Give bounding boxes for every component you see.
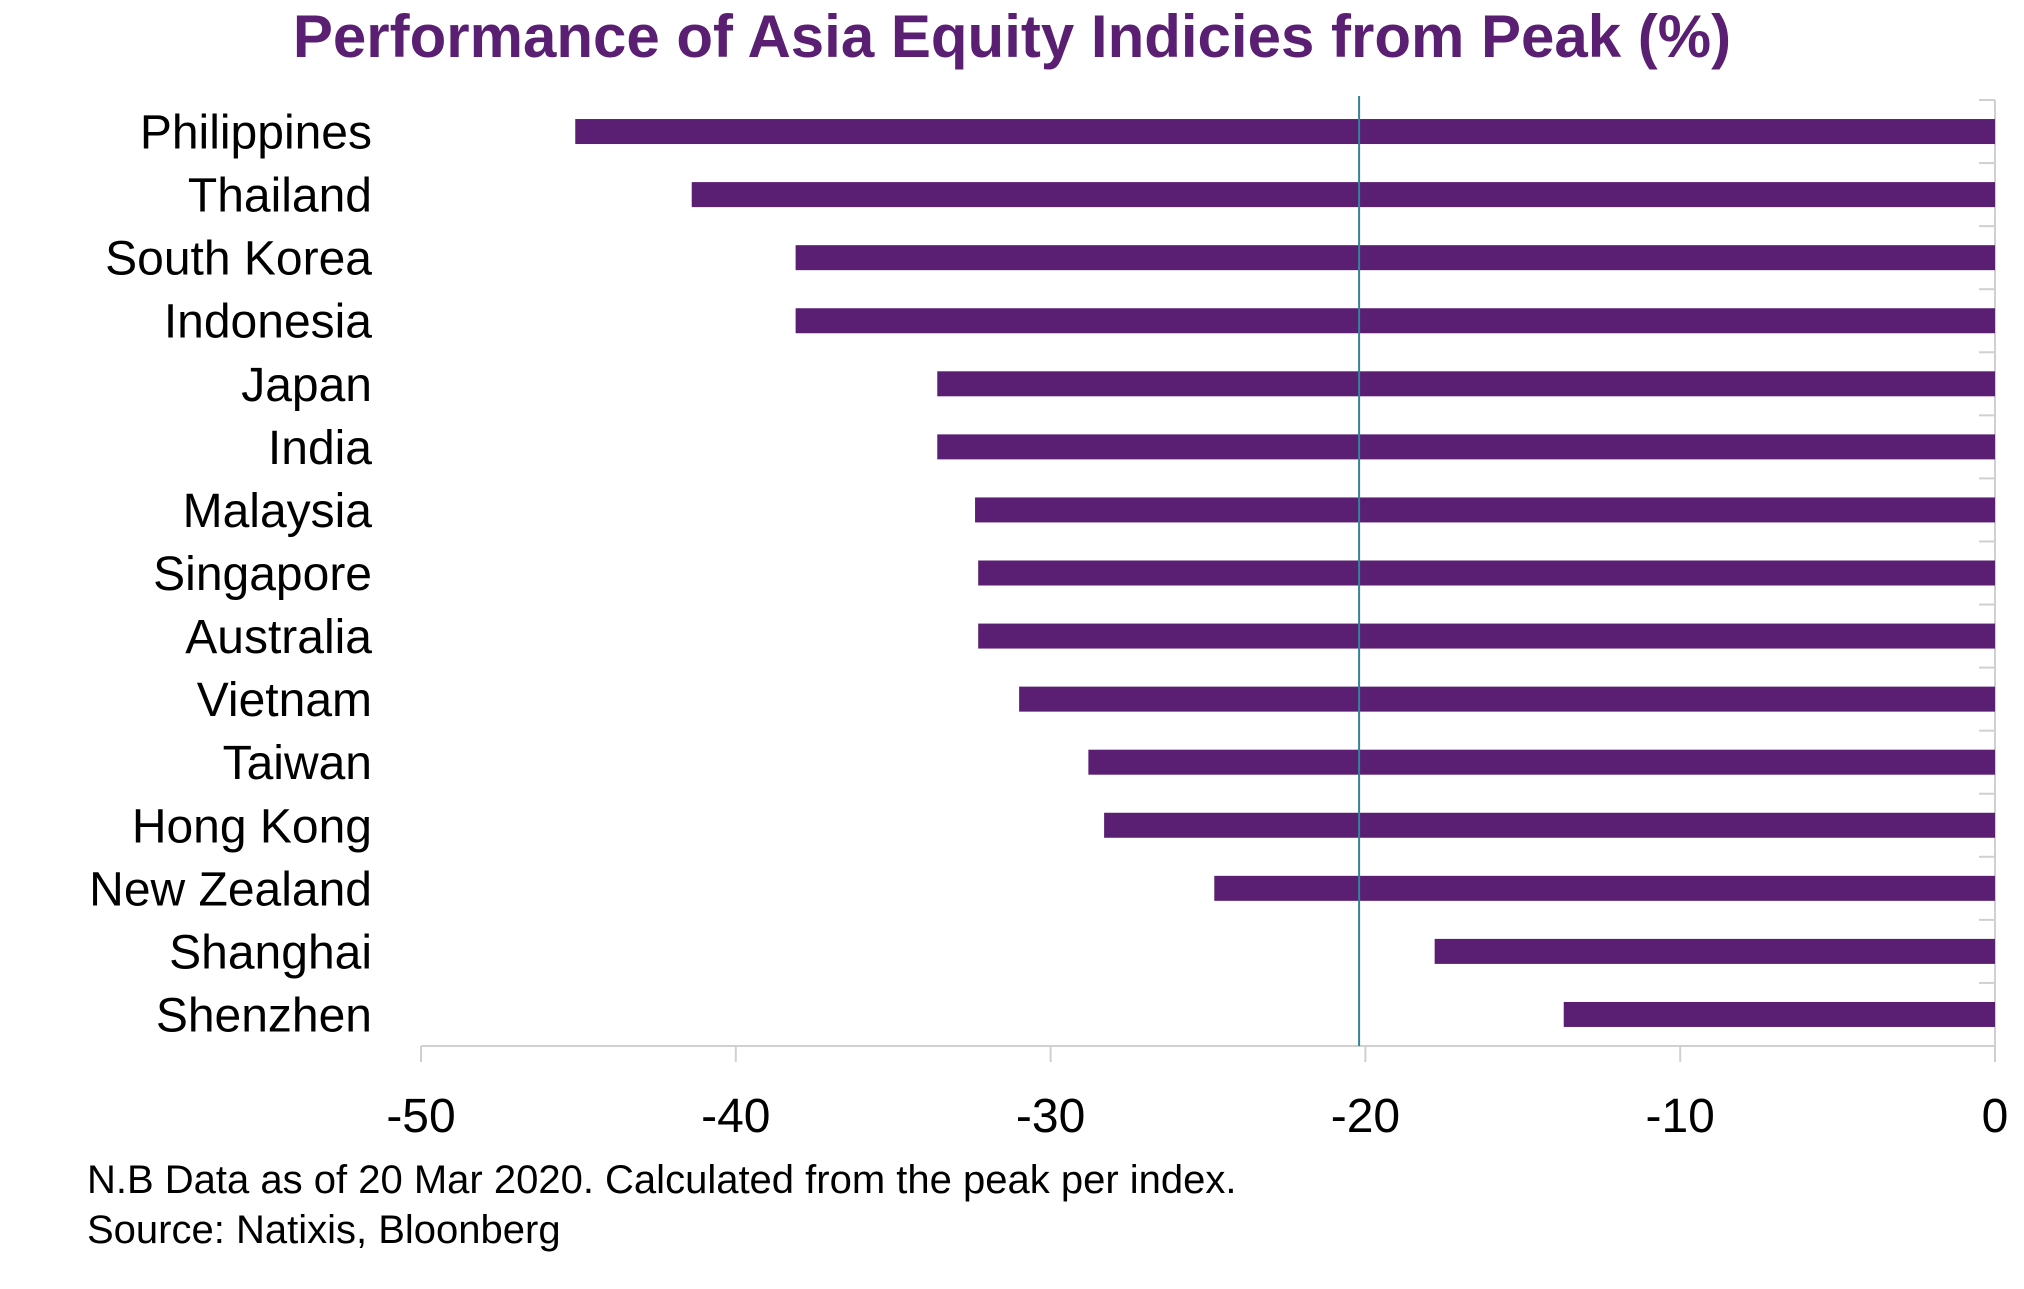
bar-taiwan	[1088, 749, 1995, 775]
bar-shanghai	[1434, 938, 1995, 964]
category-label: Japan	[241, 359, 372, 412]
bar-india	[937, 434, 1995, 460]
bar-philippines	[575, 119, 1996, 145]
category-label: New Zealand	[89, 863, 372, 916]
x-tick-labels: -50 -40 -30 -20 -10 0	[386, 1090, 2008, 1140]
x-tick-label: -30	[1016, 1090, 1085, 1140]
bar-new-zealand	[1214, 875, 1995, 901]
category-label: Singapore	[153, 548, 372, 601]
bar-japan	[937, 371, 1995, 397]
bar-singapore	[978, 560, 1995, 586]
category-label: Hong Kong	[132, 800, 372, 853]
category-label: Taiwan	[223, 737, 372, 790]
category-label: Indonesia	[164, 296, 372, 349]
bar-south-korea	[795, 245, 1995, 271]
bar-hong-kong	[1104, 812, 1995, 838]
bar-indonesia	[795, 308, 1995, 334]
bar-vietnam	[1019, 686, 1995, 712]
category-label: Thailand	[188, 170, 372, 223]
bar-chart: Philippines Thailand South Korea Indonesia J…	[89, 96, 2008, 1140]
bar-thailand	[691, 182, 1995, 208]
category-label: South Korea	[105, 233, 372, 286]
x-tick-label: -50	[386, 1090, 455, 1140]
category-label: Philippines	[140, 107, 372, 160]
category-label: Vietnam	[197, 674, 372, 727]
x-tick-label: 0	[1982, 1090, 2009, 1140]
chart-title: Performance of Asia Equity Indicies from…	[292, 3, 1732, 70]
x-tick-label: -40	[701, 1090, 770, 1140]
category-label: Malaysia	[183, 485, 373, 538]
footnote: N.B Data as of 20 Mar 2020. Calculated f…	[87, 1158, 1237, 1202]
category-label: Shanghai	[169, 926, 372, 979]
category-label: Australia	[185, 611, 372, 664]
x-tick-label: -10	[1646, 1090, 1715, 1140]
category-label: Shenzhen	[156, 989, 372, 1042]
x-tick-label: -20	[1331, 1090, 1400, 1140]
category-label: India	[268, 422, 372, 475]
bar-australia	[978, 623, 1995, 649]
bar-malaysia	[975, 497, 1995, 523]
bar-shenzhen	[1563, 1001, 1995, 1027]
bars	[575, 119, 1996, 1027]
source-note: Source: Natixis, Bloonberg	[87, 1208, 561, 1252]
category-labels: Philippines Thailand South Korea Indonesia J…	[89, 107, 372, 1043]
